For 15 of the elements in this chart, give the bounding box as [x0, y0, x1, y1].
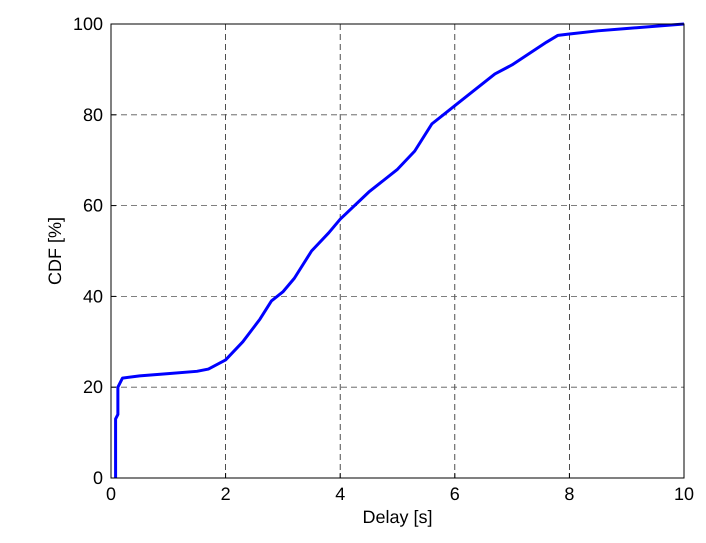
line-series — [114, 22, 686, 480]
x-tick-label: 0 — [106, 484, 116, 504]
y-tick-label: 100 — [72, 14, 103, 34]
x-tick-label: 10 — [674, 484, 694, 504]
y-tick-label: 40 — [82, 286, 103, 306]
y-tick-label: 20 — [82, 377, 103, 398]
y-tick-label: 60 — [82, 196, 103, 216]
x-tick-label: 2 — [220, 484, 231, 504]
x-tick-label: 8 — [564, 484, 574, 504]
x-axis-title: Delay [s] — [362, 507, 433, 527]
x-tick-label: 4 — [335, 484, 346, 504]
y-axis-title: CDF [%] — [45, 216, 65, 286]
x-tick-label: 6 — [450, 484, 460, 504]
y-tick-label: 80 — [82, 104, 103, 125]
y-tick-label: 0 — [92, 468, 103, 488]
